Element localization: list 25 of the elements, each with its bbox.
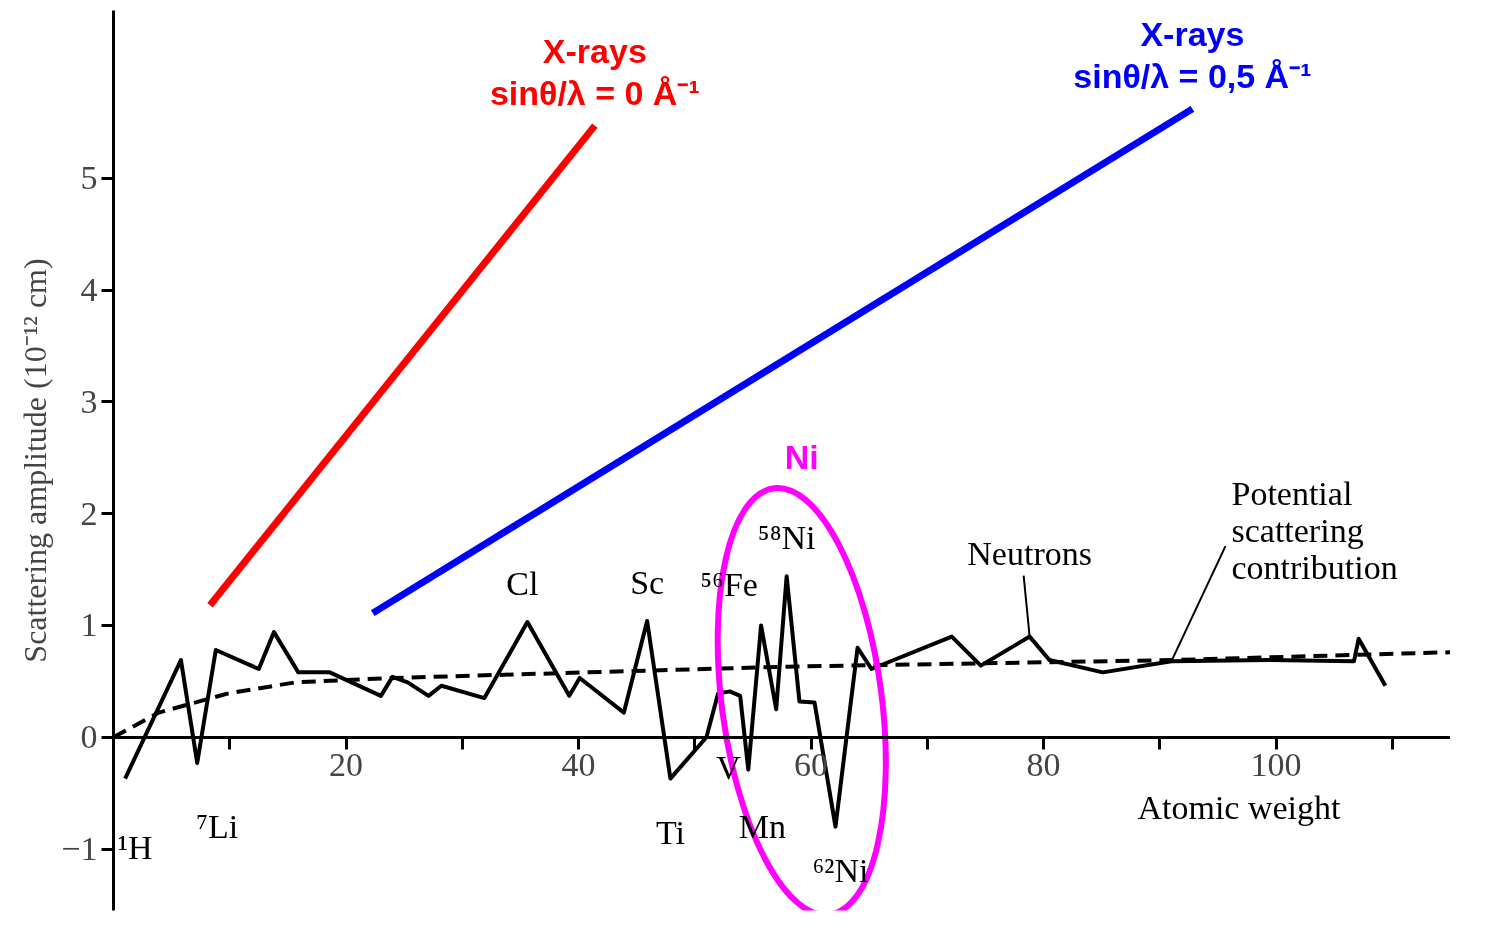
y-tick-label: −1 bbox=[61, 830, 98, 868]
annotation: Cl bbox=[506, 565, 539, 603]
y-tick-label: 4 bbox=[80, 271, 98, 308]
y-tick-label: 1 bbox=[80, 606, 98, 644]
series-label: X-rays sinθ/λ = 0 Å⁻¹ bbox=[489, 31, 700, 112]
annotation: Ni bbox=[784, 438, 819, 477]
y-tick-label: 2 bbox=[80, 494, 98, 532]
x-axis-title: Atomic weight bbox=[1137, 789, 1342, 827]
y-tick-label: 3 bbox=[80, 382, 98, 420]
annotation: ⁶²Ni bbox=[812, 851, 869, 889]
y-axis-title: Scattering amplitude (10⁻¹² cm) bbox=[17, 258, 54, 663]
x-tick-label: 40 bbox=[561, 746, 596, 784]
annotation: Neutrons bbox=[967, 534, 1092, 572]
x-tick-label: 20 bbox=[329, 746, 364, 784]
y-tick-label: 5 bbox=[80, 159, 98, 197]
annotation: ⁷Li bbox=[196, 807, 239, 845]
series-label: X-rays sinθ/λ = 0,5 Å⁻¹ bbox=[1073, 15, 1312, 95]
y-tick-label: 0 bbox=[80, 718, 98, 756]
annotation: ⁵⁸Ni bbox=[757, 519, 816, 557]
x-tick-label: 100 bbox=[1250, 746, 1302, 784]
annotation: Potential scattering contribution bbox=[1231, 475, 1398, 587]
annotation: Sc bbox=[630, 563, 665, 601]
annotation: ¹H bbox=[117, 828, 153, 866]
annotation: Ti bbox=[655, 813, 685, 851]
x-tick-label: 80 bbox=[1026, 746, 1061, 784]
